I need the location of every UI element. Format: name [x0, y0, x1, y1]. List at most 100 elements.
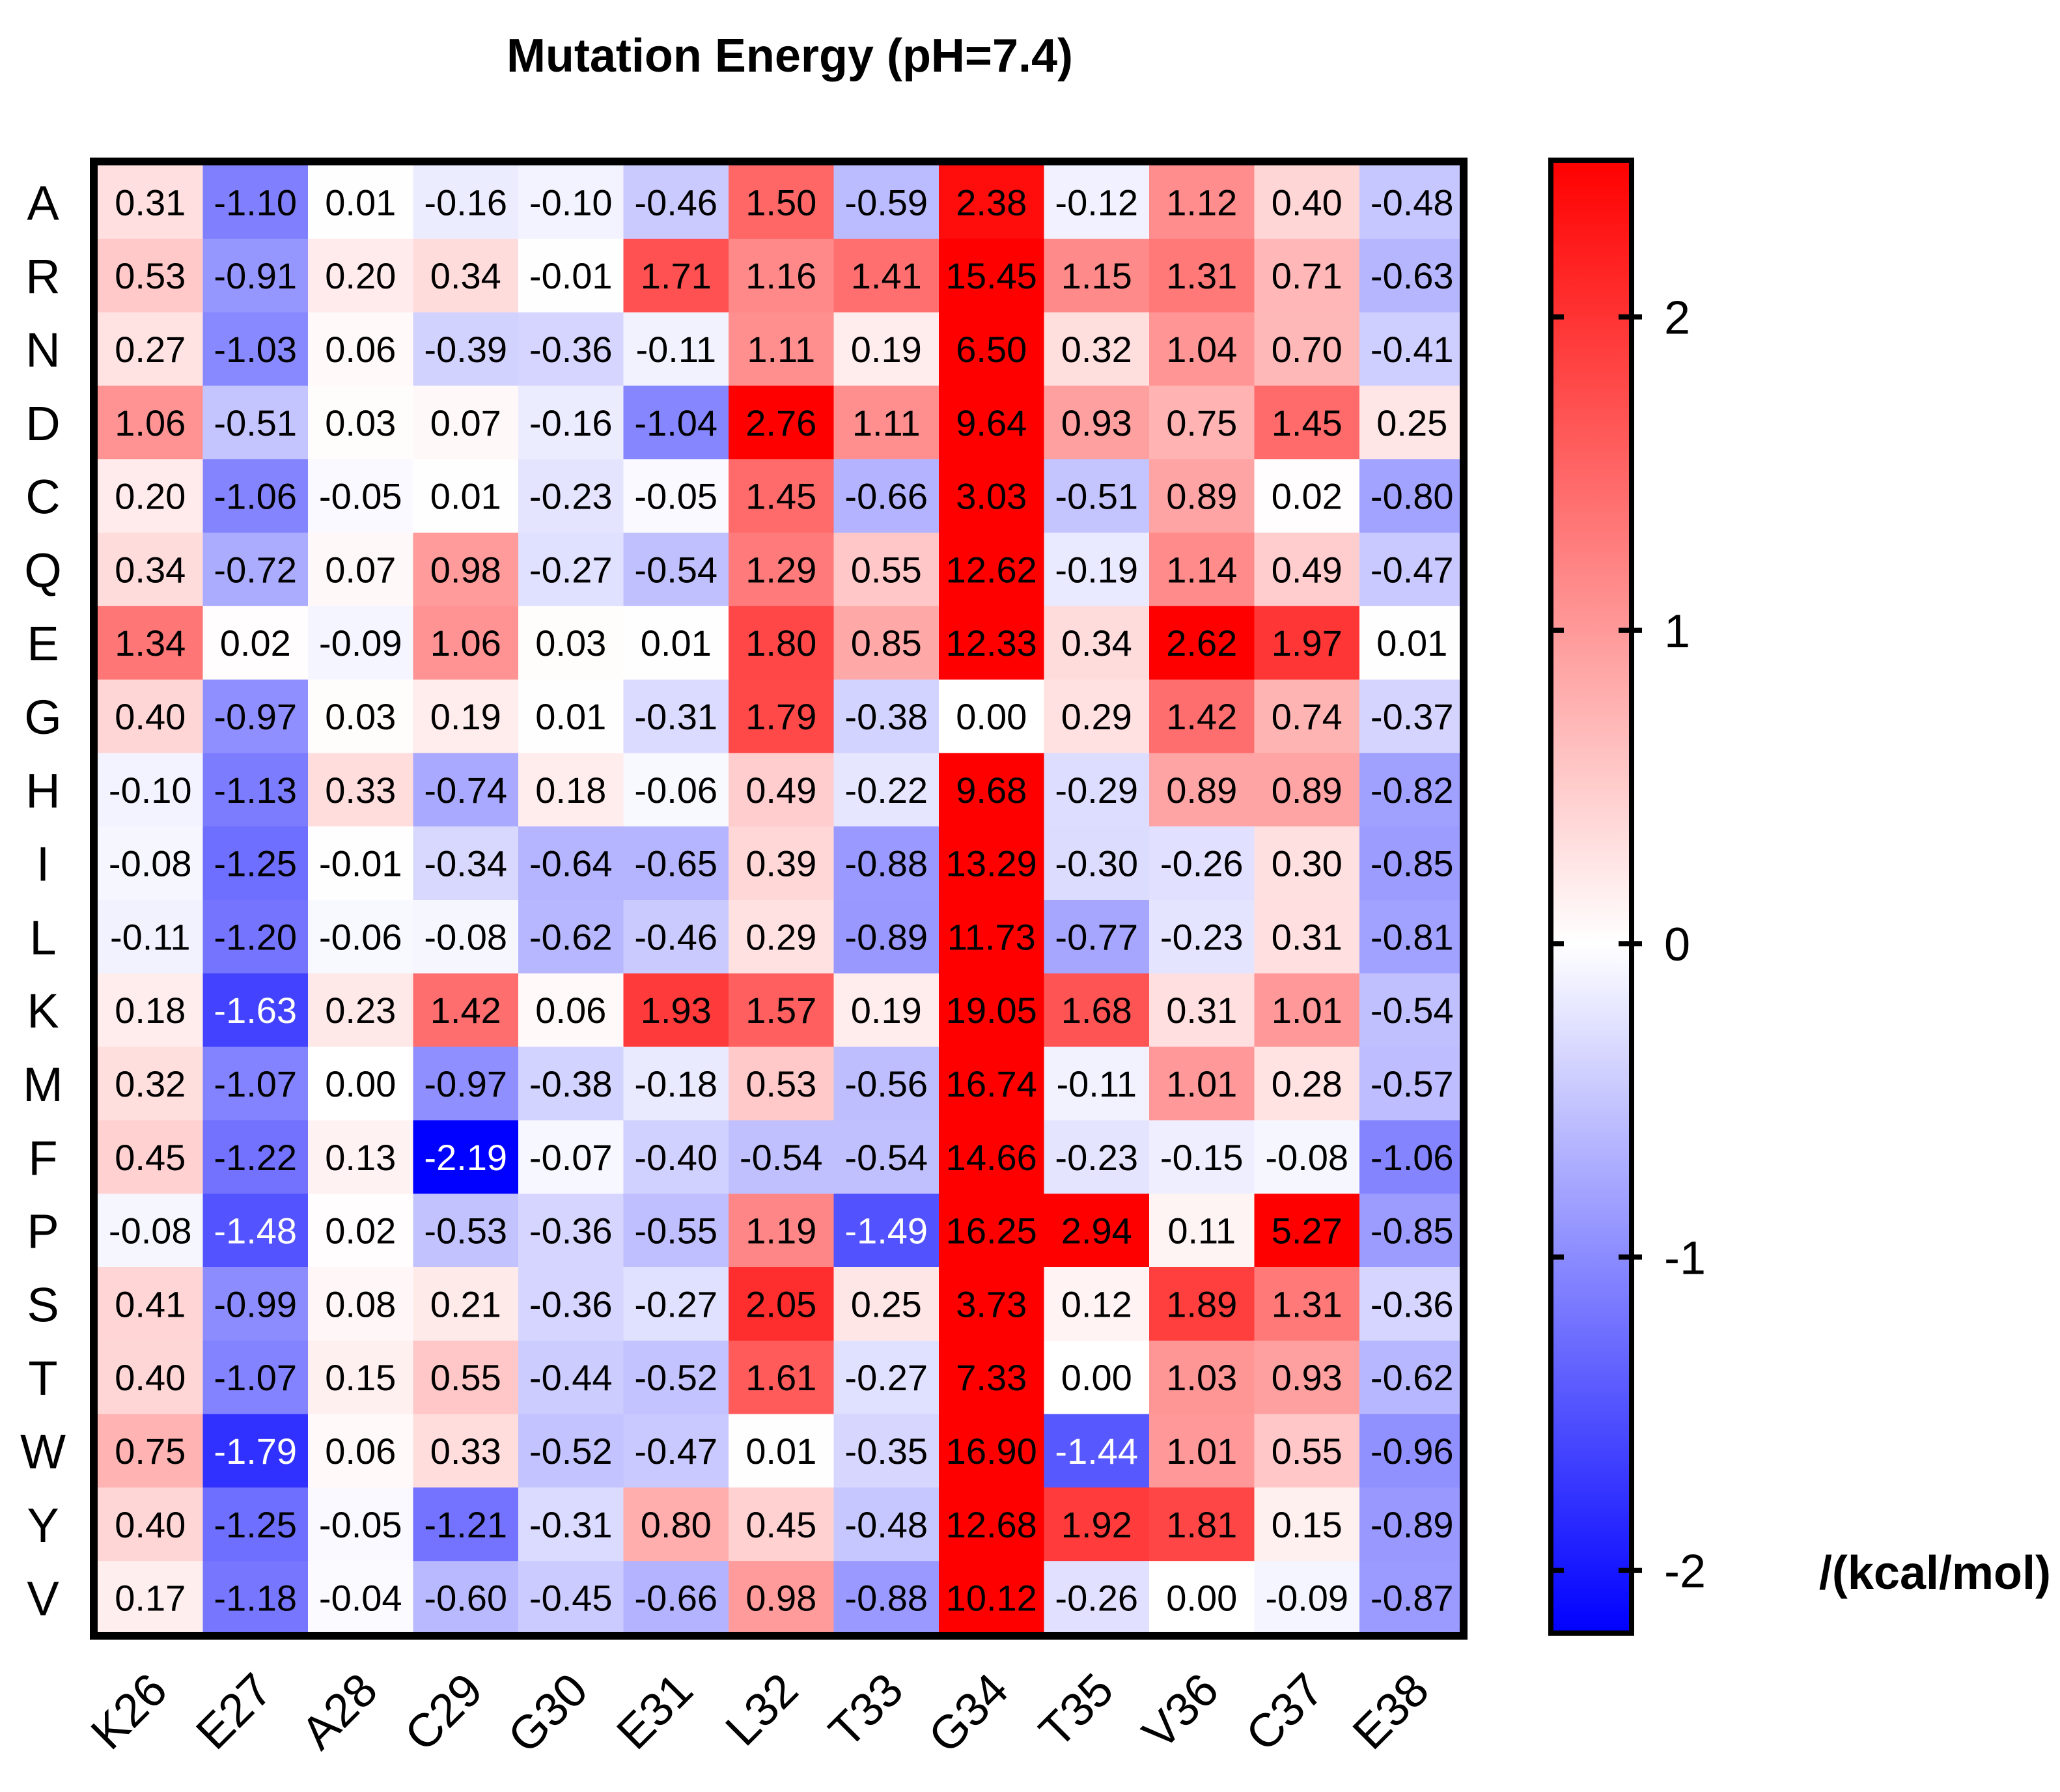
heatmap-cell [1044, 385, 1150, 460]
cell-value-label: 1.14 [1166, 549, 1237, 590]
heatmap-cell [623, 1120, 729, 1194]
heatmap-cell [833, 1487, 940, 1561]
colorbar-ticks: 2 1 0 -1 -2 [1551, 292, 1706, 1598]
cell-value-label: -0.26 [1160, 843, 1244, 884]
cell-value-label: -0.62 [1371, 1357, 1454, 1398]
heatmap-cell [98, 385, 204, 460]
heatmap-cell [939, 1046, 1045, 1121]
heatmap-cell [939, 606, 1045, 680]
heatmap-cell [98, 973, 204, 1048]
heatmap-cell [1359, 679, 1466, 753]
cell-value-label: 0.80 [641, 1504, 712, 1545]
heatmap-cell [833, 606, 940, 680]
heatmap-cell [1359, 385, 1466, 460]
heatmap-cell [518, 533, 624, 607]
heatmap-cell [518, 238, 624, 313]
heatmap-cell [729, 385, 835, 460]
cell-value-label: 0.93 [1061, 402, 1132, 443]
heatmap-cell [308, 753, 414, 827]
cell-value-label: -0.55 [634, 1211, 717, 1252]
heatmap-cell [413, 606, 519, 680]
cell-value-label: 0.15 [1272, 1504, 1343, 1545]
heatmap-cell [1149, 312, 1255, 386]
heatmap-cell [623, 459, 729, 533]
heatmap-cell [1044, 533, 1150, 607]
cell-value-label: 0.40 [115, 1357, 186, 1398]
heatmap-cell [202, 1194, 309, 1268]
heatmap-cell [413, 1487, 519, 1561]
heatmap-cell [833, 679, 940, 753]
cell-value-label: 0.01 [745, 1431, 816, 1472]
cell-value-label: -0.23 [1160, 916, 1244, 957]
heatmap-cell [413, 385, 519, 460]
heatmap-cell [1149, 1120, 1255, 1194]
cell-value-label: 1.97 [1272, 623, 1343, 664]
cell-value-label: 1.16 [745, 255, 816, 296]
cell-value-label: -0.10 [529, 182, 613, 223]
cell-value-label: 0.27 [115, 329, 186, 370]
heatmap-cell [1254, 1487, 1360, 1561]
cell-value-label: 1.41 [851, 255, 922, 296]
heatmap-cell [413, 900, 519, 974]
column-label: E38 [1343, 1664, 1439, 1759]
cell-value-label: -0.46 [634, 182, 717, 223]
cell-value-label: -0.89 [844, 916, 928, 957]
cell-value-label: 0.20 [115, 476, 186, 517]
cell-value-label: 0.07 [325, 549, 396, 590]
cell-value-label: -0.06 [634, 770, 717, 811]
cell-value-label: -0.88 [844, 1578, 928, 1619]
heatmap-cell [518, 1046, 624, 1121]
heatmap-cell [833, 238, 940, 313]
heatmap-cell [1149, 238, 1255, 313]
cell-value-label: 0.01 [1376, 623, 1447, 664]
heatmap-cell [413, 312, 519, 386]
cell-value-label: -0.06 [319, 916, 402, 957]
heatmap-cell [518, 459, 624, 533]
heatmap-cell [1149, 1487, 1255, 1561]
cell-value-label: 1.15 [1061, 255, 1132, 296]
cell-value-label: 1.92 [1061, 1504, 1132, 1545]
heatmap-cell [1149, 1340, 1255, 1415]
cell-value-label: 1.03 [1166, 1357, 1237, 1398]
cell-value-label: -0.66 [634, 1578, 717, 1619]
heatmap-cell [833, 973, 940, 1048]
heatmap-cell [413, 165, 519, 240]
heatmap-cell [729, 165, 835, 240]
cell-value-label: 3.03 [956, 476, 1027, 517]
cell-value-label: 1.81 [1166, 1504, 1237, 1545]
heatmap-cell [939, 1194, 1045, 1268]
row-label: K [27, 984, 59, 1038]
row-label: C [25, 470, 60, 524]
row-label: W [20, 1425, 66, 1479]
cell-value-label: -0.26 [1055, 1578, 1138, 1619]
row-label: D [25, 397, 60, 451]
heatmap-cell [413, 753, 519, 827]
heatmap-cell [518, 1267, 624, 1341]
cell-value-label: 0.31 [115, 182, 186, 223]
heatmap-cell [1359, 1561, 1466, 1635]
cell-value-label: 0.89 [1272, 770, 1343, 811]
heatmap-cell [1359, 1487, 1466, 1561]
cell-value-label: 0.49 [1272, 549, 1343, 590]
column-label: E31 [607, 1664, 703, 1759]
heatmap-cell [729, 1046, 835, 1121]
cell-value-label: -1.07 [214, 1063, 297, 1104]
heatmap-cell [202, 1487, 309, 1561]
cell-value-label: 14.66 [946, 1137, 1037, 1178]
cell-value-label: 0.01 [535, 696, 606, 737]
cell-value-label: -0.37 [1371, 696, 1454, 737]
heatmap-cell [202, 900, 309, 974]
cell-value-label: 0.29 [1061, 696, 1132, 737]
column-labels: K26 E27 A28 C29 G30 E31 L32 T33 G34 T35 V36 C37 E38 [81, 1664, 1439, 1763]
heatmap-cell [1044, 1120, 1150, 1194]
heatmap-cell [413, 1194, 519, 1268]
cell-value-label: -0.66 [844, 476, 928, 517]
cell-value-label: 0.93 [1272, 1357, 1343, 1398]
cell-value-label: 2.76 [745, 402, 816, 443]
column-label: E27 [186, 1664, 282, 1759]
column-label: C29 [395, 1664, 493, 1761]
cell-value-label: 0.15 [325, 1357, 396, 1398]
heatmap-cell [623, 1340, 729, 1415]
row-label: L [29, 910, 56, 964]
cell-value-label: 0.34 [1061, 623, 1132, 664]
